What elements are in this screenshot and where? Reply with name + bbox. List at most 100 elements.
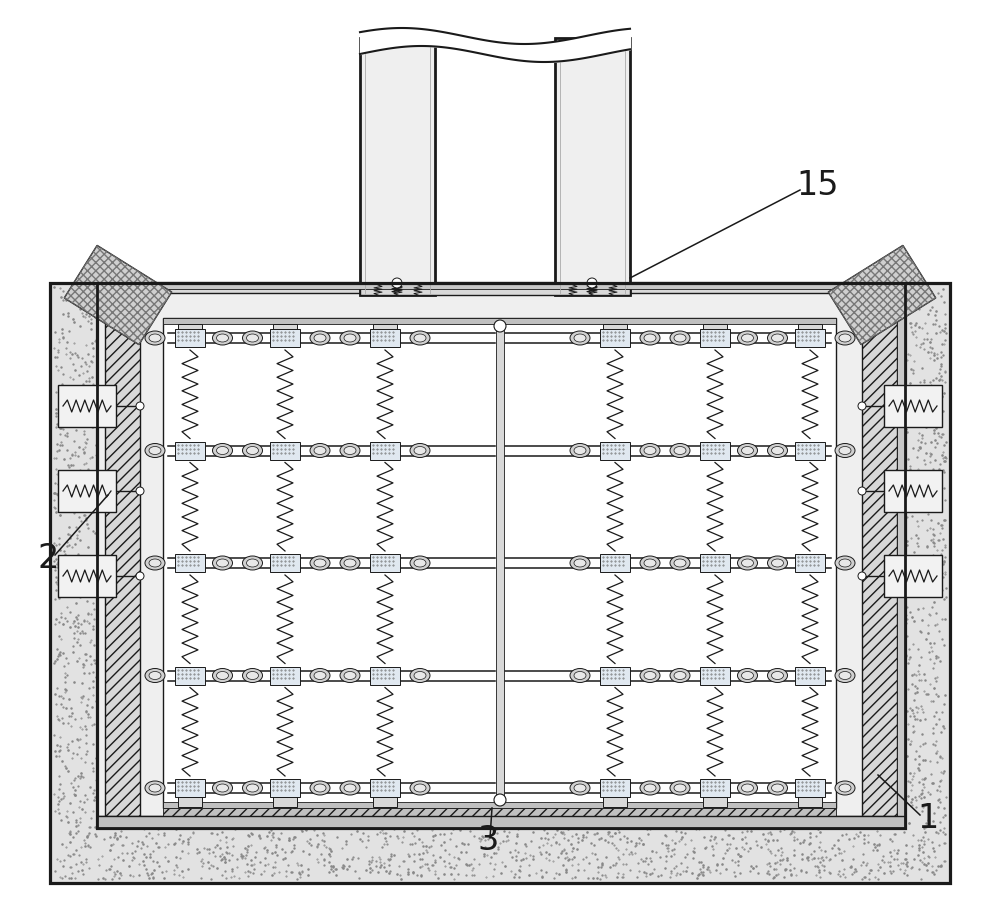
Bar [97, 816, 905, 828]
Circle shape [494, 794, 506, 806]
Ellipse shape [213, 556, 233, 570]
Ellipse shape [772, 447, 784, 455]
Ellipse shape [149, 671, 161, 679]
Ellipse shape [213, 781, 233, 795]
Bar [97, 283, 905, 828]
Bar [600, 667, 630, 684]
Ellipse shape [314, 447, 326, 455]
Ellipse shape [674, 447, 686, 455]
Ellipse shape [344, 447, 356, 455]
Ellipse shape [145, 556, 165, 570]
Ellipse shape [742, 447, 754, 455]
Ellipse shape [768, 331, 788, 345]
Ellipse shape [243, 444, 263, 458]
Ellipse shape [340, 444, 360, 458]
Bar [58, 385, 116, 427]
Bar [600, 779, 630, 797]
Circle shape [136, 402, 144, 410]
Ellipse shape [310, 444, 330, 458]
Bar [795, 779, 825, 797]
Ellipse shape [644, 447, 656, 455]
Ellipse shape [414, 447, 426, 455]
Ellipse shape [344, 334, 356, 342]
Ellipse shape [340, 781, 360, 795]
Ellipse shape [670, 668, 690, 682]
Ellipse shape [738, 781, 758, 795]
Ellipse shape [839, 559, 851, 567]
Ellipse shape [674, 784, 686, 792]
Bar [496, 324, 504, 802]
Bar [97, 283, 905, 293]
Ellipse shape [674, 671, 686, 679]
Bar [603, 797, 627, 807]
Bar [370, 667, 400, 684]
Ellipse shape [640, 331, 660, 345]
Ellipse shape [340, 668, 360, 682]
Ellipse shape [145, 331, 165, 345]
Ellipse shape [149, 334, 161, 342]
Bar [58, 555, 116, 597]
Ellipse shape [742, 784, 754, 792]
Ellipse shape [314, 334, 326, 342]
Ellipse shape [145, 781, 165, 795]
Ellipse shape [410, 781, 430, 795]
Ellipse shape [217, 334, 229, 342]
Bar [163, 318, 836, 808]
Circle shape [136, 572, 144, 580]
Ellipse shape [243, 781, 263, 795]
Ellipse shape [574, 447, 586, 455]
Ellipse shape [247, 447, 259, 455]
Ellipse shape [344, 784, 356, 792]
Ellipse shape [414, 784, 426, 792]
Ellipse shape [217, 559, 229, 567]
Ellipse shape [310, 668, 330, 682]
Circle shape [494, 320, 506, 332]
Ellipse shape [839, 671, 851, 679]
Bar [360, 285, 630, 295]
Bar [175, 667, 205, 684]
Ellipse shape [247, 559, 259, 567]
Polygon shape [64, 246, 172, 345]
Ellipse shape [742, 671, 754, 679]
Ellipse shape [217, 784, 229, 792]
Ellipse shape [670, 556, 690, 570]
Bar [163, 808, 836, 818]
Ellipse shape [217, 447, 229, 455]
Bar [795, 441, 825, 459]
Ellipse shape [772, 671, 784, 679]
Ellipse shape [344, 671, 356, 679]
Polygon shape [828, 246, 936, 345]
Bar [270, 554, 300, 572]
Bar [370, 554, 400, 572]
Bar [700, 554, 730, 572]
Ellipse shape [670, 444, 690, 458]
Bar [58, 470, 116, 512]
Ellipse shape [570, 556, 590, 570]
Ellipse shape [149, 559, 161, 567]
Ellipse shape [344, 559, 356, 567]
Ellipse shape [772, 784, 784, 792]
Ellipse shape [145, 668, 165, 682]
Text: 2: 2 [37, 542, 59, 574]
Circle shape [858, 487, 866, 495]
Bar [175, 779, 205, 797]
Ellipse shape [644, 559, 656, 567]
Bar [795, 667, 825, 684]
Bar [884, 470, 942, 512]
Bar [700, 667, 730, 684]
Bar [270, 779, 300, 797]
Bar [897, 293, 905, 816]
Ellipse shape [835, 444, 855, 458]
Ellipse shape [839, 334, 851, 342]
Bar [163, 318, 836, 324]
Ellipse shape [410, 331, 430, 345]
Bar [703, 797, 727, 807]
Ellipse shape [149, 784, 161, 792]
Bar [175, 441, 205, 459]
Bar [795, 554, 825, 572]
Ellipse shape [243, 556, 263, 570]
Ellipse shape [340, 331, 360, 345]
Ellipse shape [145, 444, 165, 458]
Ellipse shape [314, 559, 326, 567]
Circle shape [136, 487, 144, 495]
